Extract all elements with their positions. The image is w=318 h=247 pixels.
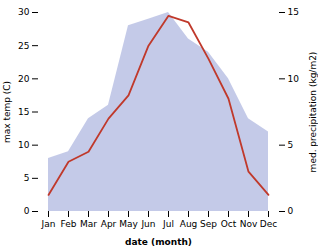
svg-text:Nov: Nov	[240, 219, 258, 229]
svg-text:5: 5	[24, 173, 30, 183]
svg-text:Jan: Jan	[41, 219, 56, 229]
svg-text:0: 0	[288, 206, 294, 216]
svg-text:30: 30	[18, 7, 30, 17]
svg-text:Sep: Sep	[200, 219, 217, 229]
svg-text:10: 10	[288, 74, 300, 84]
svg-text:10: 10	[18, 140, 30, 150]
svg-text:med. precipitation (kg/m2): med. precipitation (kg/m2)	[308, 52, 318, 173]
svg-text:15: 15	[18, 107, 29, 117]
svg-text:May: May	[119, 219, 138, 229]
svg-text:0: 0	[24, 206, 30, 216]
svg-text:date (month): date (month)	[125, 237, 192, 247]
svg-text:25: 25	[18, 41, 29, 51]
svg-text:Jun: Jun	[140, 219, 155, 229]
svg-text:Feb: Feb	[61, 219, 77, 229]
svg-text:Oct: Oct	[221, 219, 237, 229]
svg-text:Aug: Aug	[180, 219, 198, 229]
svg-text:max temp (C): max temp (C)	[2, 81, 12, 143]
svg-text:Apr: Apr	[101, 219, 117, 229]
svg-text:5: 5	[288, 140, 294, 150]
svg-text:20: 20	[18, 74, 30, 84]
svg-text:Mar: Mar	[80, 219, 97, 229]
svg-text:15: 15	[288, 7, 299, 17]
svg-text:Jul: Jul	[162, 219, 174, 229]
svg-text:Dec: Dec	[260, 219, 277, 229]
